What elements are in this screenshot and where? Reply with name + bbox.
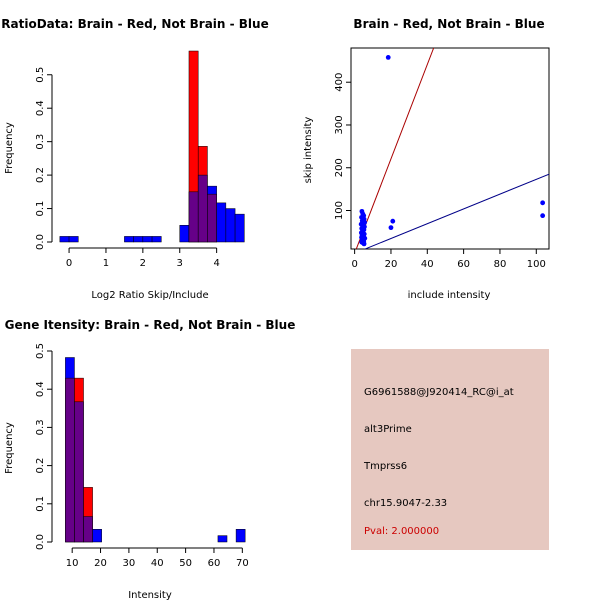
histogram-overlap-bar xyxy=(65,377,75,543)
histogram-bar xyxy=(124,236,134,243)
ratio-histogram: RatioData: Brain - Red, Not Brain - Blue… xyxy=(1,17,268,301)
histogram-bar xyxy=(59,236,70,243)
histogram-overlap-bar xyxy=(188,191,199,243)
histogram-bar xyxy=(68,236,79,243)
y-tick-label: 0.5 xyxy=(35,67,46,83)
y-tick-label: 0.2 xyxy=(35,167,46,183)
y-tick-label: 400 xyxy=(334,73,345,92)
scatter-point xyxy=(361,241,367,247)
gene-histogram-title: Gene Itensity: Brain - Red, Not Brain - … xyxy=(5,318,296,332)
y-tick-label: 200 xyxy=(334,158,345,177)
x-tick-label: 100 xyxy=(527,259,546,270)
histogram-bar xyxy=(151,236,162,243)
x-tick-label: 3 xyxy=(177,258,183,269)
y-tick-label: 0.0 xyxy=(35,234,46,250)
pval: Pval: 2.000000 xyxy=(364,526,440,537)
x-tick-label: 2 xyxy=(140,258,146,269)
x-tick-label: 4 xyxy=(213,258,219,269)
ratio-histogram-axes: 0 1 2 3 4 0.0 0.1 0.2 0.3 0.4 0.5 xyxy=(35,67,220,269)
scatter-point xyxy=(540,213,546,219)
y-tick-label: 0.4 xyxy=(35,100,46,116)
x-tick-label: 10 xyxy=(66,558,79,569)
x-tick-label: 20 xyxy=(94,558,107,569)
event-type: alt3Prime xyxy=(364,424,412,435)
y-tick-label: 0.2 xyxy=(35,458,46,474)
histogram-bar xyxy=(235,529,246,543)
scatter-lines xyxy=(355,48,549,249)
x-tick-label: 0 xyxy=(66,258,72,269)
x-tick-label: 0 xyxy=(351,259,357,270)
x-tick-label: 80 xyxy=(494,259,507,270)
x-tick-label: 60 xyxy=(457,259,470,270)
ratio-histogram-bars xyxy=(59,50,245,243)
histogram-overlap-bar xyxy=(207,193,217,243)
histogram-overlap-bar xyxy=(83,516,93,543)
y-tick-label: 100 xyxy=(334,201,345,220)
x-tick-label: 1 xyxy=(103,258,109,269)
x-tick-label: 30 xyxy=(123,558,136,569)
scatter-point xyxy=(385,55,391,60)
scatter-axes: 0 20 40 60 80 100 100 200 300 400 xyxy=(334,73,546,270)
y-tick-label: 0.1 xyxy=(35,496,46,512)
x-tick-label: 20 xyxy=(385,259,398,270)
y-tick-label: 0.3 xyxy=(35,419,46,435)
y-tick-label: 0.4 xyxy=(35,381,46,397)
scatter-plot-box xyxy=(350,47,550,250)
x-tick-label: 60 xyxy=(208,558,221,569)
scatter-point xyxy=(540,200,546,206)
gene-histogram-ylabel: Frequency xyxy=(4,422,15,474)
histogram-bar xyxy=(234,213,245,243)
y-tick-label: 0.3 xyxy=(35,134,46,150)
y-tick-label: 300 xyxy=(334,115,345,134)
scatter-xlabel: include intensity xyxy=(408,290,491,301)
y-tick-label: 0.0 xyxy=(35,534,46,550)
ratio-histogram-ylabel: Frequency xyxy=(4,122,15,174)
ratio-histogram-title: RatioData: Brain - Red, Not Brain - Blue xyxy=(1,17,268,31)
histogram-overlap-bar xyxy=(74,401,84,543)
x-tick-label: 40 xyxy=(151,558,164,569)
histogram-bar xyxy=(225,208,236,243)
intensity-scatter: Brain - Red, Not Brain - Blue 0 20 40 60 80 1… xyxy=(303,17,550,301)
scatter-point xyxy=(390,218,396,224)
gene-intensity-histogram: Gene Itensity: Brain - Red, Not Brain - … xyxy=(4,318,295,600)
scatter-title: Brain - Red, Not Brain - Blue xyxy=(353,17,544,31)
histogram-bar xyxy=(179,225,190,243)
ratio-histogram-xlabel: Log2 Ratio Skip/Include xyxy=(91,290,208,301)
gene-histogram-axes: 10 20 30 40 50 60 70 0.0 0.1 0.2 0.3 0.4 0.5 xyxy=(35,343,249,569)
scatter-points xyxy=(358,55,546,247)
red-line xyxy=(355,48,435,249)
scatter-ylabel: skip intensity xyxy=(303,117,314,184)
histogram-bar xyxy=(216,202,227,243)
info-panel: G6961588@J920414_RC@i_at alt3Prime Tmprs… xyxy=(351,349,549,550)
gene-name: Tmprss6 xyxy=(364,461,408,472)
gene-histogram-bars xyxy=(65,357,246,543)
chromosome-location: chr15.9047-2.33 xyxy=(364,498,448,509)
histogram-bar xyxy=(217,535,228,543)
x-tick-label: 70 xyxy=(236,558,249,569)
scatter-point xyxy=(388,225,394,231)
histogram-bar xyxy=(142,236,153,243)
histogram-bar xyxy=(133,236,144,243)
y-tick-label: 0.5 xyxy=(35,343,46,359)
y-tick-label: 0.1 xyxy=(35,201,46,217)
gene-histogram-xlabel: Intensity xyxy=(128,590,172,600)
x-tick-label: 40 xyxy=(421,259,434,270)
histogram-bar xyxy=(92,529,102,543)
probe-id: G6961588@J920414_RC@i_at xyxy=(364,387,514,398)
blue-line xyxy=(363,173,549,249)
x-tick-label: 50 xyxy=(179,558,192,569)
histogram-overlap-bar xyxy=(197,174,208,243)
